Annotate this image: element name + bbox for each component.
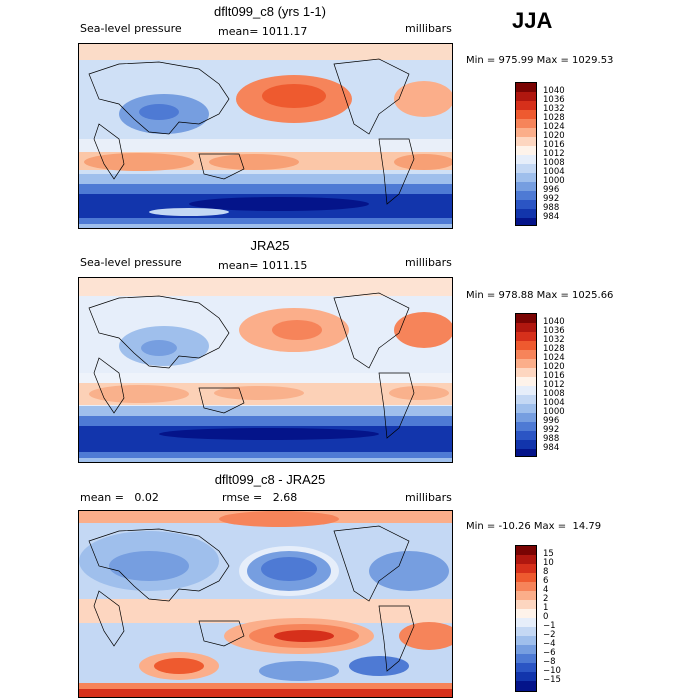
colorbar-tick: −15 xyxy=(543,675,561,685)
colorbar-tick: 1036 xyxy=(543,95,565,105)
panel-title: dflt099_c8 - JRA25 xyxy=(214,472,326,487)
colorbar-tick: 10 xyxy=(543,558,554,568)
colorbar-tick: 1032 xyxy=(543,335,565,345)
colorbar-tick: −10 xyxy=(543,666,561,676)
colorbar-tick: 984 xyxy=(543,212,560,222)
colorbar-tick: 1004 xyxy=(543,167,565,177)
colorbar-tick: 1016 xyxy=(543,371,565,381)
colorbar-tick: 988 xyxy=(543,203,560,213)
colorbar-tick: 988 xyxy=(543,434,560,444)
colorbar-tick: 1040 xyxy=(543,317,565,327)
colorbar-tick: 1028 xyxy=(543,113,565,123)
units-label: millibars xyxy=(405,491,452,504)
colorbar xyxy=(515,545,537,692)
colorbar-tick: 1020 xyxy=(543,131,565,141)
colorbar-tick: 8 xyxy=(543,567,549,577)
minmax-label: Min = 975.99 Max = 1029.53 xyxy=(466,55,614,66)
colorbar-tick: −6 xyxy=(543,648,556,658)
colorbar-tick: 996 xyxy=(543,185,560,195)
colorbar-tick: 1024 xyxy=(543,122,565,132)
panel-title: dflt099_c8 (yrs 1-1) xyxy=(214,4,326,19)
rmse-label: rmse = 2.68 xyxy=(222,491,298,504)
colorbar-tick: 2 xyxy=(543,594,549,604)
colorbar-tick: 1040 xyxy=(543,86,565,96)
colorbar-tick: 1012 xyxy=(543,149,565,159)
colorbar-tick: 1028 xyxy=(543,344,565,354)
colorbar-tick: −1 xyxy=(543,621,556,631)
colorbar-tick: 1016 xyxy=(543,140,565,150)
colorbar-labels: 15 10 8 6 4 2 1 0 −1 −2 −4 −6 −8 −10 −15 xyxy=(543,545,583,692)
colorbar-tick: 15 xyxy=(543,549,554,559)
colorbar xyxy=(515,313,537,457)
minmax-label: Min = -10.26 Max = 14.79 xyxy=(466,521,602,532)
colorbar-tick: −2 xyxy=(543,630,556,640)
minmax-label: Min = 978.88 Max = 1025.66 xyxy=(466,290,614,301)
mean-label: mean= 1011.17 xyxy=(218,25,308,38)
units-label: millibars xyxy=(405,256,452,269)
colorbar-tick: −4 xyxy=(543,639,556,649)
colorbar-tick: 984 xyxy=(543,443,560,453)
colorbar-tick: 1000 xyxy=(543,176,565,186)
colorbar-tick: 4 xyxy=(543,585,549,595)
diff-mean-label: mean = 0.02 xyxy=(80,491,159,504)
colorbar-tick: 1032 xyxy=(543,104,565,114)
slp-model-map xyxy=(78,43,453,229)
slp-difference-map xyxy=(78,510,453,698)
colorbar-tick: 6 xyxy=(543,576,549,586)
colorbar-tick: 1008 xyxy=(543,158,565,168)
mean-label: mean= 1011.15 xyxy=(218,259,308,272)
colorbar-tick: 1024 xyxy=(543,353,565,363)
colorbar-tick: 992 xyxy=(543,425,560,435)
colorbar-tick: 1008 xyxy=(543,389,565,399)
colorbar-labels: 1040 1036 1032 1028 1024 1020 1016 1012 … xyxy=(543,313,583,457)
colorbar-tick: 1000 xyxy=(543,407,565,417)
panel-title: JRA25 xyxy=(250,238,290,253)
colorbar-tick: 1036 xyxy=(543,326,565,336)
variable-label: Sea-level pressure xyxy=(80,256,182,269)
colorbar-tick: 1004 xyxy=(543,398,565,408)
colorbar-tick: 0 xyxy=(543,612,549,622)
colorbar-tick: −8 xyxy=(543,657,556,667)
variable-label: Sea-level pressure xyxy=(80,22,182,35)
colorbar-labels: 1040 1036 1032 1028 1024 1020 1016 1012 … xyxy=(543,82,583,226)
colorbar-tick: 996 xyxy=(543,416,560,426)
slp-reanalysis-map xyxy=(78,277,453,463)
colorbar-tick: 992 xyxy=(543,194,560,204)
colorbar xyxy=(515,82,537,226)
units-label: millibars xyxy=(405,22,452,35)
colorbar-tick: 1020 xyxy=(543,362,565,372)
colorbar-tick: 1012 xyxy=(543,380,565,390)
season-label: JJA xyxy=(512,8,553,33)
colorbar-tick: 1 xyxy=(543,603,549,613)
